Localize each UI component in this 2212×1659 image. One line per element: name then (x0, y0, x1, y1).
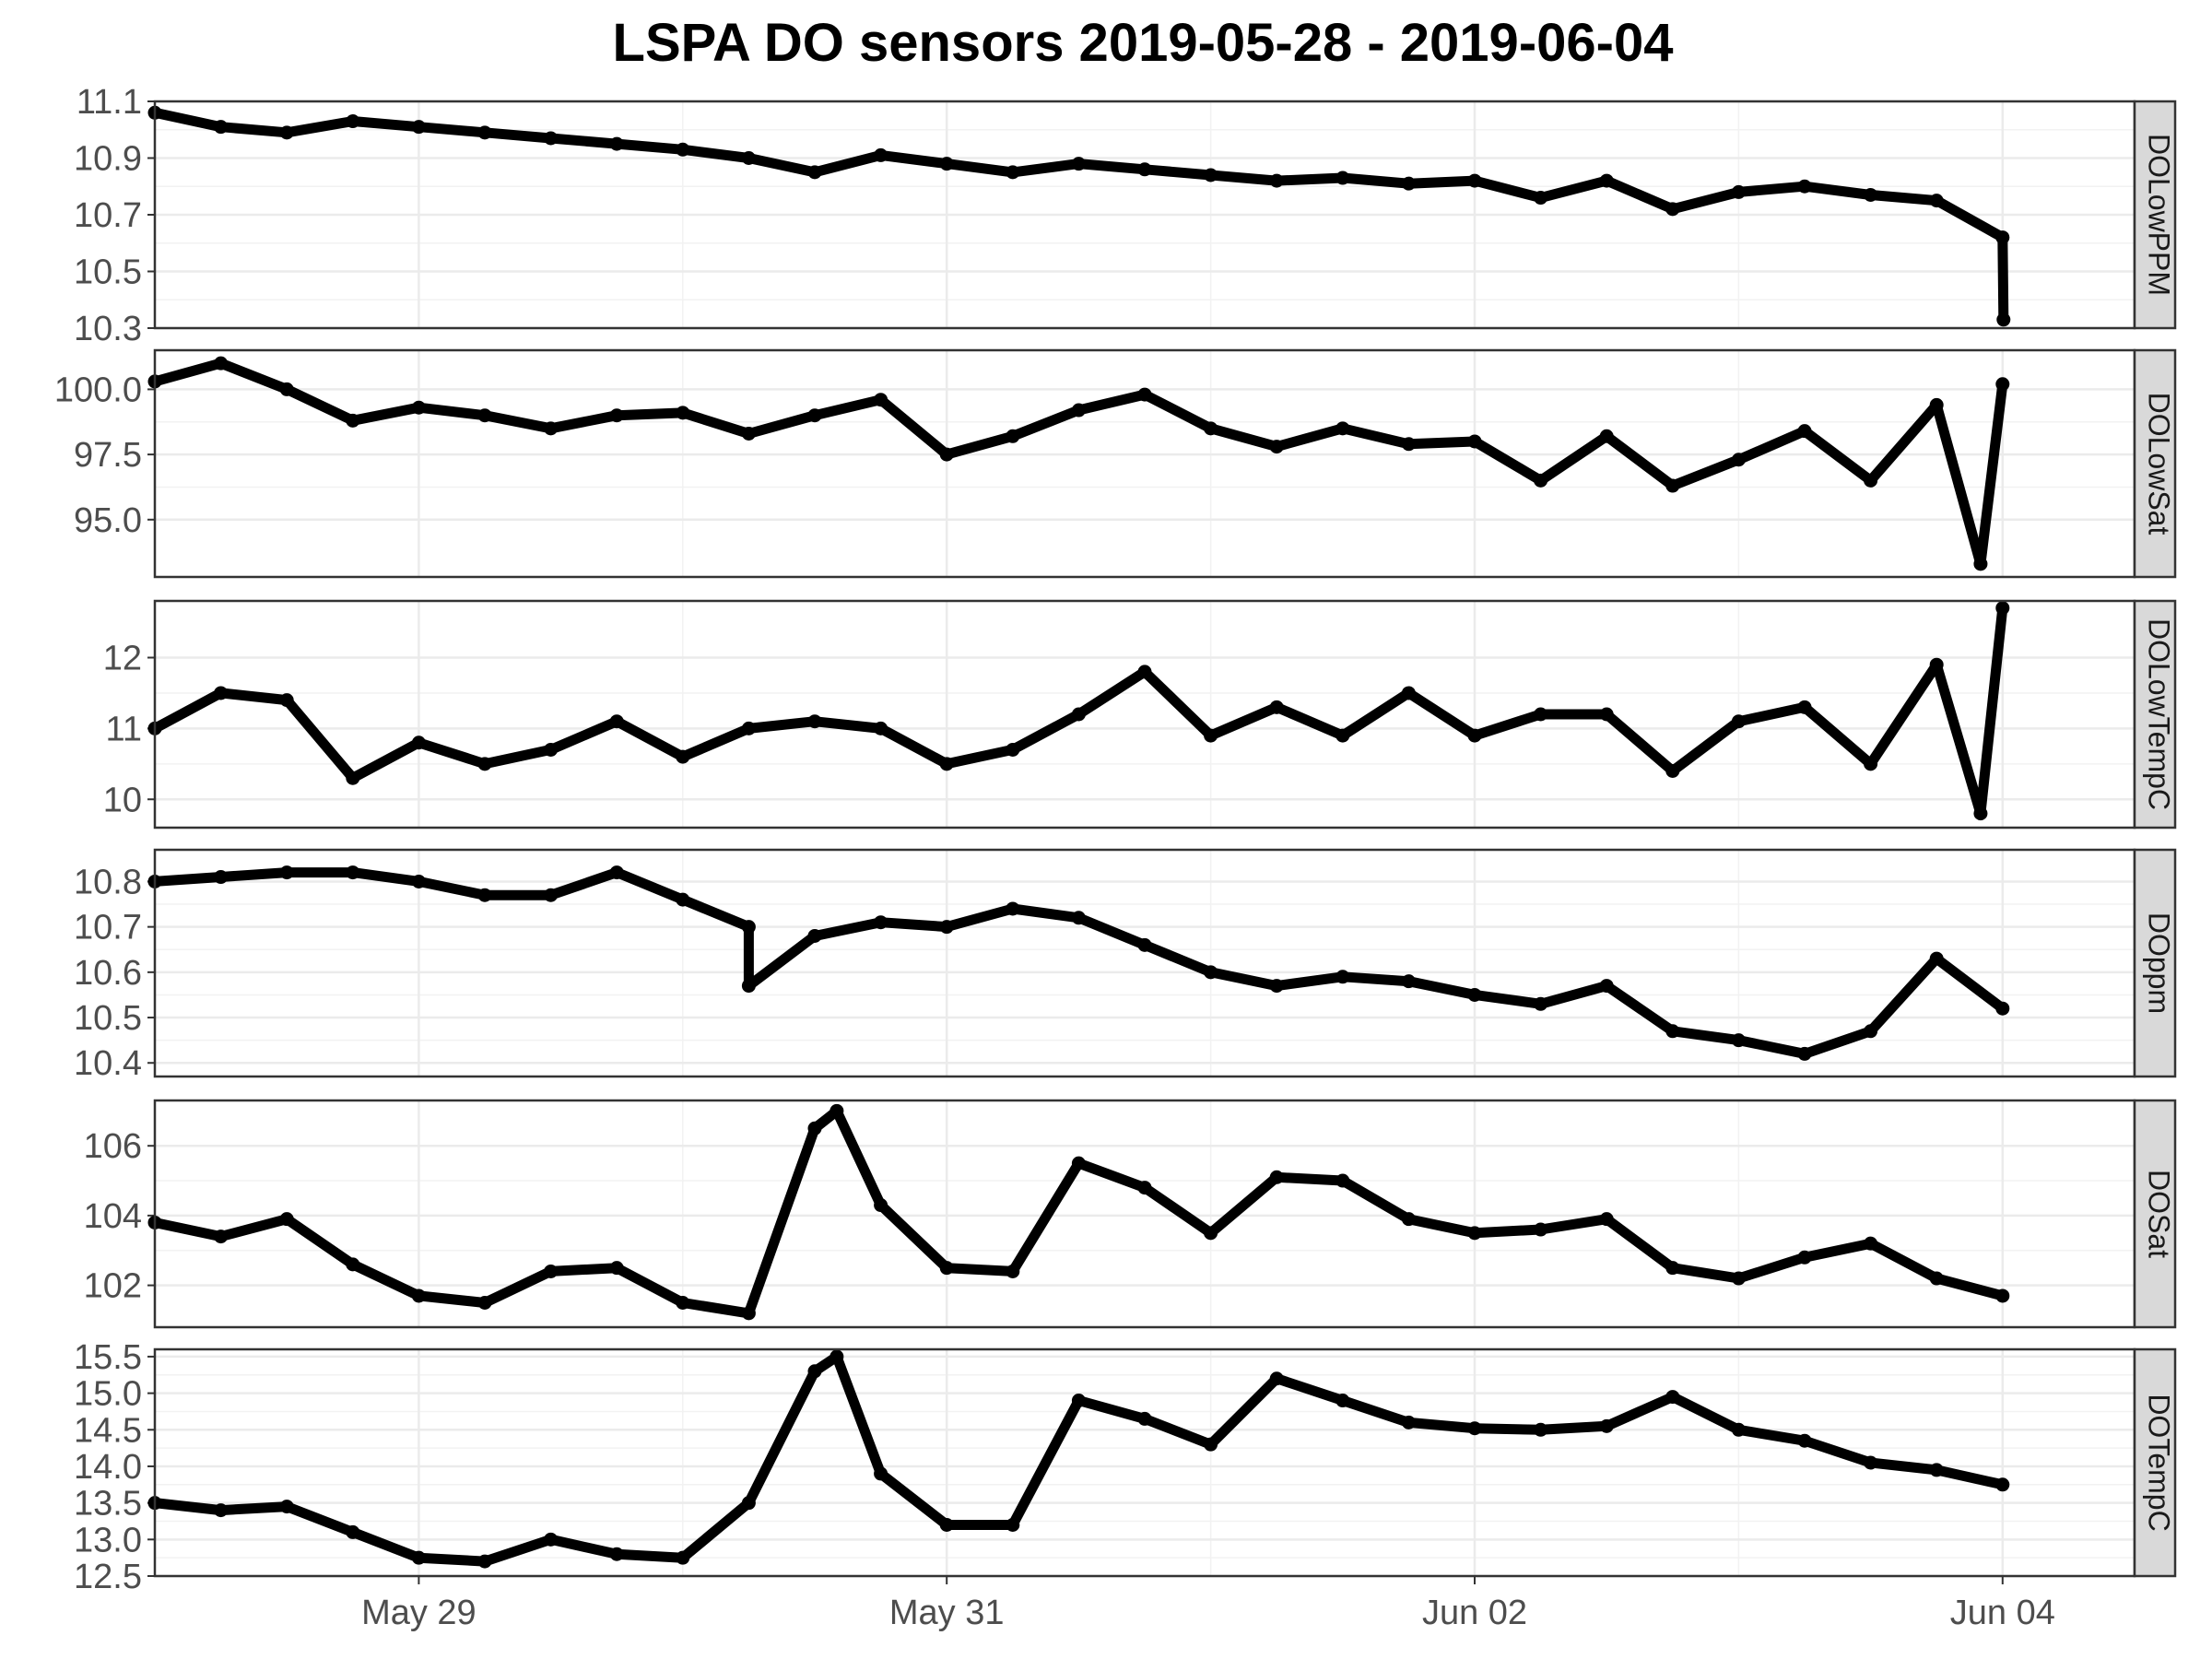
facet-strip-label: DOLowSat (2143, 393, 2176, 535)
y-tick-label: 11.1 (76, 83, 142, 122)
y-tick-label: 13.5 (74, 1485, 142, 1524)
y-tick-label: 14.0 (74, 1448, 142, 1487)
y-tick-label: 10.7 (74, 196, 142, 235)
y-tick-label: 104 (84, 1197, 142, 1236)
facet-DOTempC: 12.513.013.514.014.515.015.5 DOTempC (74, 1338, 2177, 1596)
facet-strip (2133, 1347, 2177, 1578)
y-tick-label: 11 (106, 710, 142, 748)
y-tick-label: 10.9 (74, 140, 142, 179)
facet-DOLowSat: 95.0 97.5 100.0 DOLowSat (54, 348, 2177, 579)
facet-strip (2133, 100, 2177, 330)
x-tick-label: May 31 (889, 1594, 1005, 1632)
y-tick-label: 95.0 (74, 501, 142, 540)
y-tick-label: 100.0 (54, 371, 142, 409)
panel-background (155, 1100, 2135, 1327)
series-trace (149, 867, 2008, 1059)
y-tick-label: 14.5 (74, 1411, 142, 1450)
y-tick-label: 102 (84, 1267, 142, 1306)
facet-strip-label: DOLowPPM (2143, 134, 2176, 296)
data-points (147, 356, 2010, 571)
panel-background (155, 850, 2135, 1077)
panel-background (155, 350, 2135, 577)
facet-DOSat: 102 104 106 DOSat (84, 1099, 2177, 1329)
facet-strip-label: DOSat (2143, 1170, 2176, 1258)
x-axis: May 29 May 31 Jun 02 Jun 04 (361, 1576, 2055, 1632)
data-points (147, 105, 2011, 327)
facet-strip (2133, 599, 2177, 830)
data-points (147, 865, 2010, 1061)
facet-strip-label: DOppm (2143, 912, 2176, 1014)
x-tick-label: Jun 02 (1422, 1594, 1527, 1632)
y-tick-label: 13.0 (74, 1521, 142, 1559)
x-tick-label: Jun 04 (1950, 1594, 2055, 1632)
x-tick-label: May 29 (361, 1594, 477, 1632)
series-trace (149, 107, 2009, 325)
y-tick-label: 10.3 (74, 310, 142, 348)
y-tick-label: 10.7 (74, 909, 142, 947)
facet-strip (2133, 348, 2177, 579)
facet-DOLowPPM: 10.3 10.5 10.7 10.9 11.1 DOLowPPM (74, 83, 2177, 348)
y-tick-label: 10.5 (74, 999, 142, 1038)
panel-background (155, 1349, 2135, 1576)
y-tick-label: 10.8 (74, 863, 142, 901)
facet-panels: 10.3 10.5 10.7 10.9 11.1 DOLowPPM 95.0 97.5 100.… (54, 83, 2177, 1596)
y-tick-label: 106 (84, 1127, 142, 1166)
facet-strip (2133, 1099, 2177, 1329)
y-tick-label: 10.6 (74, 954, 142, 993)
facet-DOLowTempC: 10 11 12 DOLowTempC (103, 599, 2177, 830)
facet-DOppm: 10.4 10.5 10.6 10.7 10.8 DOppm (74, 848, 2177, 1083)
series-trace (149, 603, 2008, 819)
facet-strip-label: DOTempC (2143, 1394, 2176, 1531)
y-tick-label: 97.5 (74, 436, 142, 475)
y-tick-label: 10.5 (74, 253, 142, 292)
y-tick-label: 15.0 (74, 1375, 142, 1414)
y-tick-label: 10.4 (74, 1044, 142, 1083)
panel-background (155, 601, 2135, 828)
data-points (147, 1103, 2010, 1321)
series-trace (149, 358, 2008, 570)
y-tick-label: 12 (103, 640, 142, 678)
series-trace (149, 1105, 2008, 1319)
y-tick-label: 15.5 (74, 1338, 142, 1377)
data-points (147, 601, 2010, 821)
chart-title: LSPA DO sensors 2019-05-28 - 2019-06-04 (613, 13, 1674, 73)
y-tick-label: 12.5 (74, 1558, 142, 1596)
data-points (147, 1349, 2010, 1569)
facet-strip (2133, 848, 2177, 1078)
facet-strip-label: DOLowTempC (2143, 618, 2176, 810)
series-trace (149, 1351, 2008, 1567)
y-tick-label: 10 (103, 781, 142, 819)
